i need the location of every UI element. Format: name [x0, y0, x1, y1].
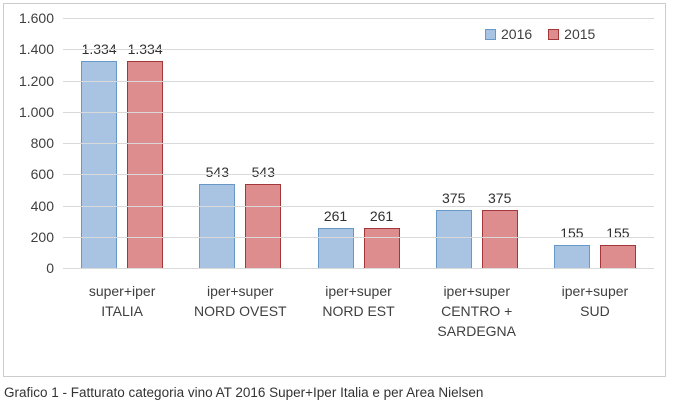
bar-value-label: 543	[251, 164, 275, 181]
gridline	[63, 174, 654, 176]
x-axis-category-label: iper+super SUD	[561, 283, 629, 319]
chart-frame: 2016 2015 1.334 1.334 543 543 261 261 375 375 155…	[3, 3, 666, 377]
x-axis-category-label: iper+super NORD EST	[322, 283, 395, 319]
bar-value-label: 261	[323, 208, 348, 225]
gridline	[63, 143, 654, 144]
bar-value-label: 155	[560, 224, 584, 241]
bar-group: 261 261	[299, 19, 417, 269]
bar-2016: 375	[435, 190, 472, 269]
gridline	[63, 18, 654, 19]
gridline	[63, 49, 654, 51]
gridline	[63, 268, 654, 269]
bar-2016: 543	[199, 164, 236, 269]
bar-2015: 261	[363, 208, 400, 269]
bar-2015: 155	[599, 225, 636, 269]
legend-label: 2015	[564, 26, 596, 42]
y-axis-tick-label: 1.000	[18, 103, 54, 120]
legend-swatch-icon	[485, 28, 496, 40]
x-axis-category-label: super+iper ITALIA	[88, 283, 156, 319]
bar-value-label: 1.334	[127, 40, 163, 57]
bar-group: 1.334 1.334	[63, 19, 181, 269]
x-axis-labels: super+iper ITALIA iper+super NORD OVEST ip…	[63, 281, 654, 341]
bar-value-label: 375	[442, 190, 466, 207]
y-axis-tick-label: 1.600	[18, 10, 54, 26]
y-axis-tick-label: 1.200	[18, 72, 54, 89]
legend-item-2016: 2016	[485, 26, 532, 42]
bar-value-label: 543	[205, 164, 229, 181]
legend-item-2015: 2015	[548, 26, 595, 42]
bar-2016: 1.334	[81, 41, 118, 269]
y-axis-tick-label: 400	[30, 197, 54, 214]
x-axis-category-label: iper+super CENTRO + SARDEGNA	[437, 283, 516, 339]
bar-2016: 155	[553, 225, 590, 269]
bar-2015: 543	[245, 164, 282, 269]
y-axis-tick-label: 600	[30, 166, 54, 183]
y-axis-tick-label: 800	[30, 135, 54, 151]
bar-2015: 1.334	[127, 41, 164, 269]
y-axis-tick-label: 0	[46, 260, 54, 276]
legend: 2016 2015	[485, 26, 595, 42]
bar-group: 375 375	[418, 19, 536, 269]
bar-2016: 261	[317, 208, 354, 269]
bar-groups: 1.334 1.334 543 543 261 261 375 375 155 155	[63, 19, 654, 269]
bar-value-label: 155	[606, 224, 630, 241]
y-axis-tick-label: 200	[30, 228, 54, 245]
bar-group: 155 155	[536, 19, 654, 269]
bar-value-label: 375	[488, 190, 512, 207]
gridline	[63, 80, 654, 82]
y-axis-tick-label: 1.400	[18, 41, 54, 58]
gridline	[63, 236, 654, 238]
bar-value-label: 261	[369, 208, 394, 225]
plot-area: 1.334 1.334 543 543 261 261 375 375 155 155 0 200 4…	[19, 11, 654, 275]
legend-label: 2016	[501, 26, 533, 42]
gridline	[63, 111, 654, 113]
legend-swatch-icon	[548, 28, 560, 40]
bar-2015: 375	[481, 190, 518, 269]
gridline	[63, 205, 654, 207]
x-axis-category-label: iper+super NORD OVEST	[194, 283, 287, 319]
chart-caption: Grafico 1 - Fatturato categoria vino AT …	[4, 385, 484, 400]
bar-group: 543 543	[181, 19, 299, 269]
bar-value-label: 1.334	[81, 40, 117, 57]
